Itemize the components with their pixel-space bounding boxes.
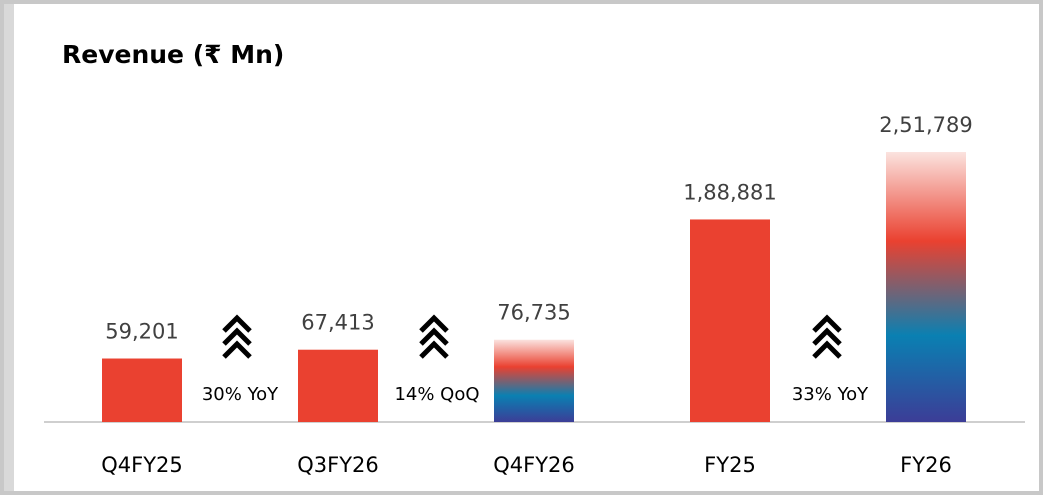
annotation: 33% YoY: [792, 384, 869, 405]
x-tick-label: FY25: [704, 453, 756, 477]
chevron-icon: [222, 340, 252, 359]
chevron-icon: [222, 327, 252, 346]
chevron-icon: [812, 340, 842, 359]
chevron-icon: [222, 314, 252, 333]
x-tick-label: Q3FY26: [297, 453, 379, 477]
annotation: 14% QoQ: [394, 384, 479, 405]
frame-strip: [4, 4, 14, 491]
chevron-icon: [419, 340, 449, 359]
x-tick-label: Q4FY25: [101, 453, 183, 477]
value-label: 1,88,881: [683, 180, 777, 204]
value-label: 67,413: [301, 311, 374, 335]
x-tick-label: Q4FY26: [493, 453, 575, 477]
value-label: 2,51,789: [879, 113, 973, 137]
value-label: 59,201: [105, 320, 178, 344]
chevron-icon: [419, 327, 449, 346]
chart-title: Revenue (₹ Mn): [62, 40, 284, 69]
annotation: 30% YoY: [202, 384, 279, 405]
chevron-icon: [812, 327, 842, 346]
x-tick-label: FY26: [900, 453, 952, 477]
value-label: 76,735: [497, 301, 570, 325]
bar: [886, 152, 966, 422]
bar: [494, 339, 574, 422]
chevron-icon: [812, 314, 842, 333]
bar: [102, 358, 182, 422]
bar: [690, 219, 770, 422]
chevron-icon: [419, 314, 449, 333]
bar: [298, 349, 378, 422]
